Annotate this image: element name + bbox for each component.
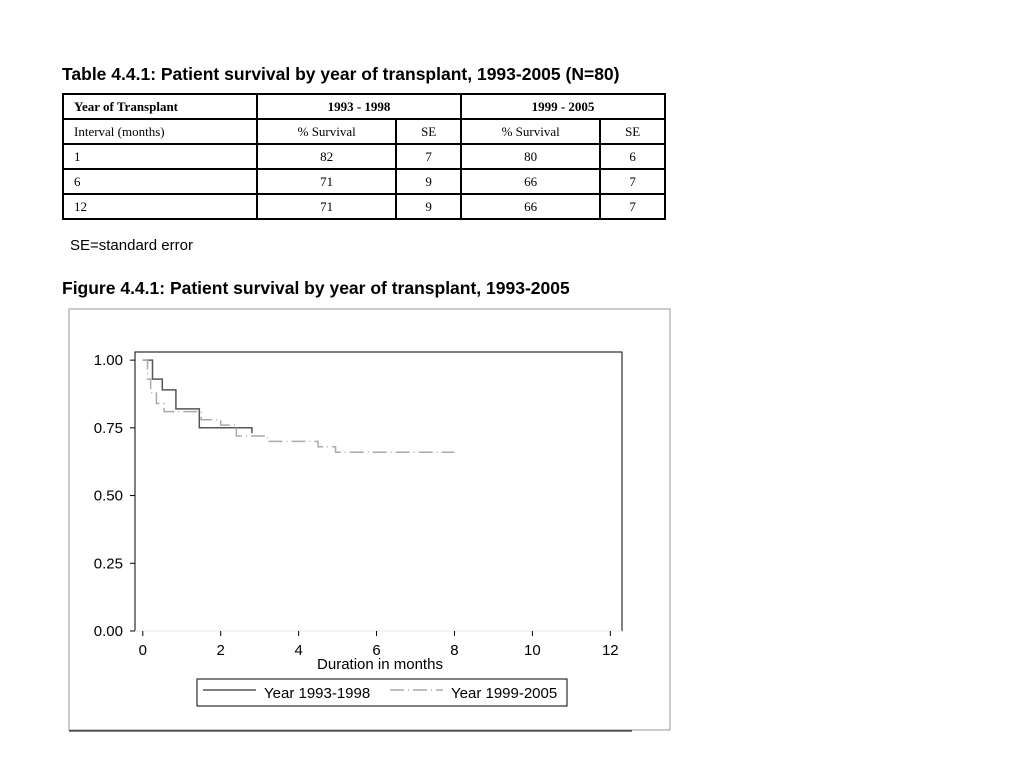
- table-row: 1 82 7 80 6: [62, 143, 666, 170]
- table-cell-interval: 6: [62, 168, 258, 195]
- legend-box: [196, 678, 568, 707]
- table-cell: 7: [395, 143, 462, 170]
- header-group-1999-2005: 1999 - 2005: [459, 93, 667, 120]
- subheader-se-2: SE: [599, 118, 666, 145]
- table-cell: 66: [459, 168, 602, 195]
- table-cell: 7: [599, 193, 666, 220]
- figure-title: Figure 4.4.1: Patient survival by year o…: [62, 278, 570, 298]
- table-cell: 66: [459, 193, 602, 220]
- x-tick-label: 6: [372, 642, 380, 659]
- subheader-se-1: SE: [395, 118, 462, 145]
- series-line-2: [142, 359, 455, 453]
- table-cell-interval: 1: [62, 143, 258, 170]
- x-tick-label: 12: [602, 642, 619, 659]
- x-tick-label: 10: [524, 642, 541, 659]
- table-cell: 9: [395, 193, 462, 220]
- header-group-1993-1998: 1993 - 1998: [256, 93, 462, 120]
- table-cell: 82: [255, 143, 398, 170]
- x-tick-label: 4: [294, 642, 302, 659]
- table-cell-interval: 12: [62, 193, 258, 220]
- y-tick-label: 1.00: [94, 352, 123, 369]
- table-cell: 71: [255, 168, 398, 195]
- subheader-interval: Interval (months): [62, 118, 258, 145]
- table-subheader-row: Interval (months) % Survival SE % Surviv…: [62, 118, 666, 145]
- legend-label-1: Year 1993-1998: [264, 685, 370, 702]
- subheader-survival-1: % Survival: [255, 118, 398, 145]
- table-cell: 7: [599, 168, 666, 195]
- header-year-of-transplant: Year of Transplant: [62, 93, 258, 120]
- y-tick-label: 0.00: [94, 623, 123, 640]
- table-footnote: SE=standard error: [70, 237, 193, 254]
- table-row: 12 71 9 66 7: [62, 193, 666, 220]
- table-cell: 9: [395, 168, 462, 195]
- figure-frame: [68, 308, 671, 731]
- table-row: 6 71 9 66 7: [62, 168, 666, 195]
- y-tick-label: 0.50: [94, 488, 123, 505]
- x-tick-label: 0: [139, 642, 147, 659]
- legend-label-2: Year 1999-2005: [451, 685, 557, 702]
- x-tick-label: 8: [450, 642, 458, 659]
- series-line-1: [142, 359, 253, 434]
- x-axis-label: Duration in months: [317, 656, 443, 673]
- subheader-survival-2: % Survival: [459, 118, 602, 145]
- table-cell: 6: [599, 143, 666, 170]
- x-tick-label: 2: [217, 642, 225, 659]
- table-title: Table 4.4.1: Patient survival by year of…: [62, 64, 620, 84]
- y-tick-label: 0.25: [94, 555, 123, 572]
- y-tick-label: 0.75: [94, 420, 123, 437]
- table-cell: 80: [459, 143, 602, 170]
- table-cell: 71: [255, 193, 398, 220]
- survival-table: Year of Transplant 1993 - 1998 1999 - 20…: [62, 93, 667, 220]
- table-header-row: Year of Transplant 1993 - 1998 1999 - 20…: [62, 93, 667, 120]
- plot-area: [134, 351, 623, 632]
